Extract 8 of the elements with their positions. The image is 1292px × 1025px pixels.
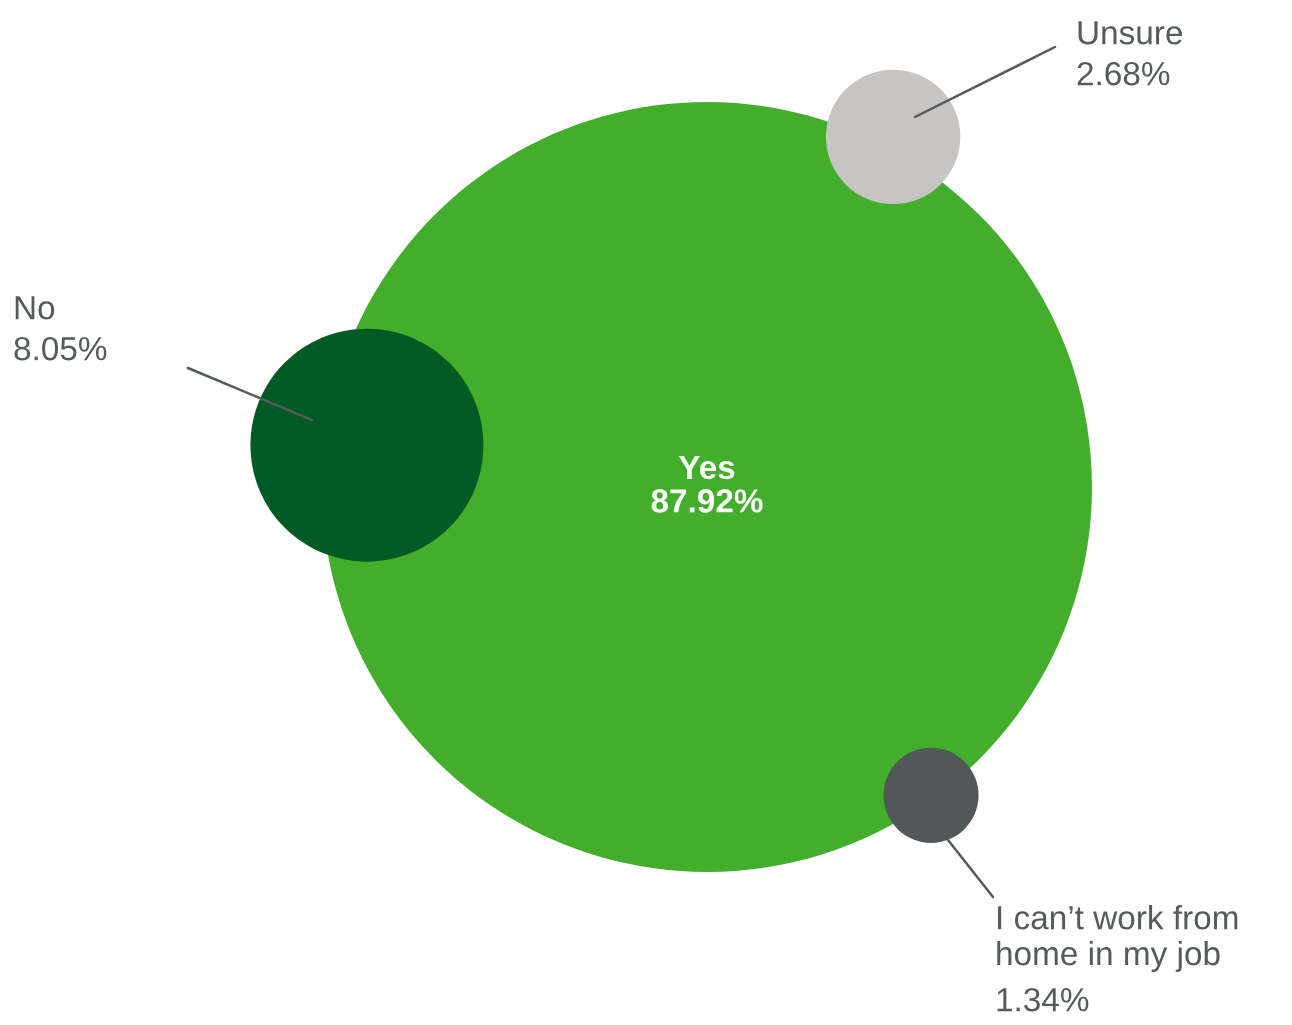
data-label: 1.34% bbox=[997, 987, 1089, 1012]
data-label: 2.68% bbox=[1077, 61, 1170, 86]
category-label: No bbox=[15, 296, 55, 320]
data-label: 87.92% bbox=[651, 489, 763, 513]
category-label: I can’t work from home in my job bbox=[997, 905, 1238, 972]
category-label: Yes bbox=[678, 455, 735, 480]
data-label: 8.05% bbox=[14, 336, 107, 361]
category-label: Unsure bbox=[1078, 21, 1182, 45]
